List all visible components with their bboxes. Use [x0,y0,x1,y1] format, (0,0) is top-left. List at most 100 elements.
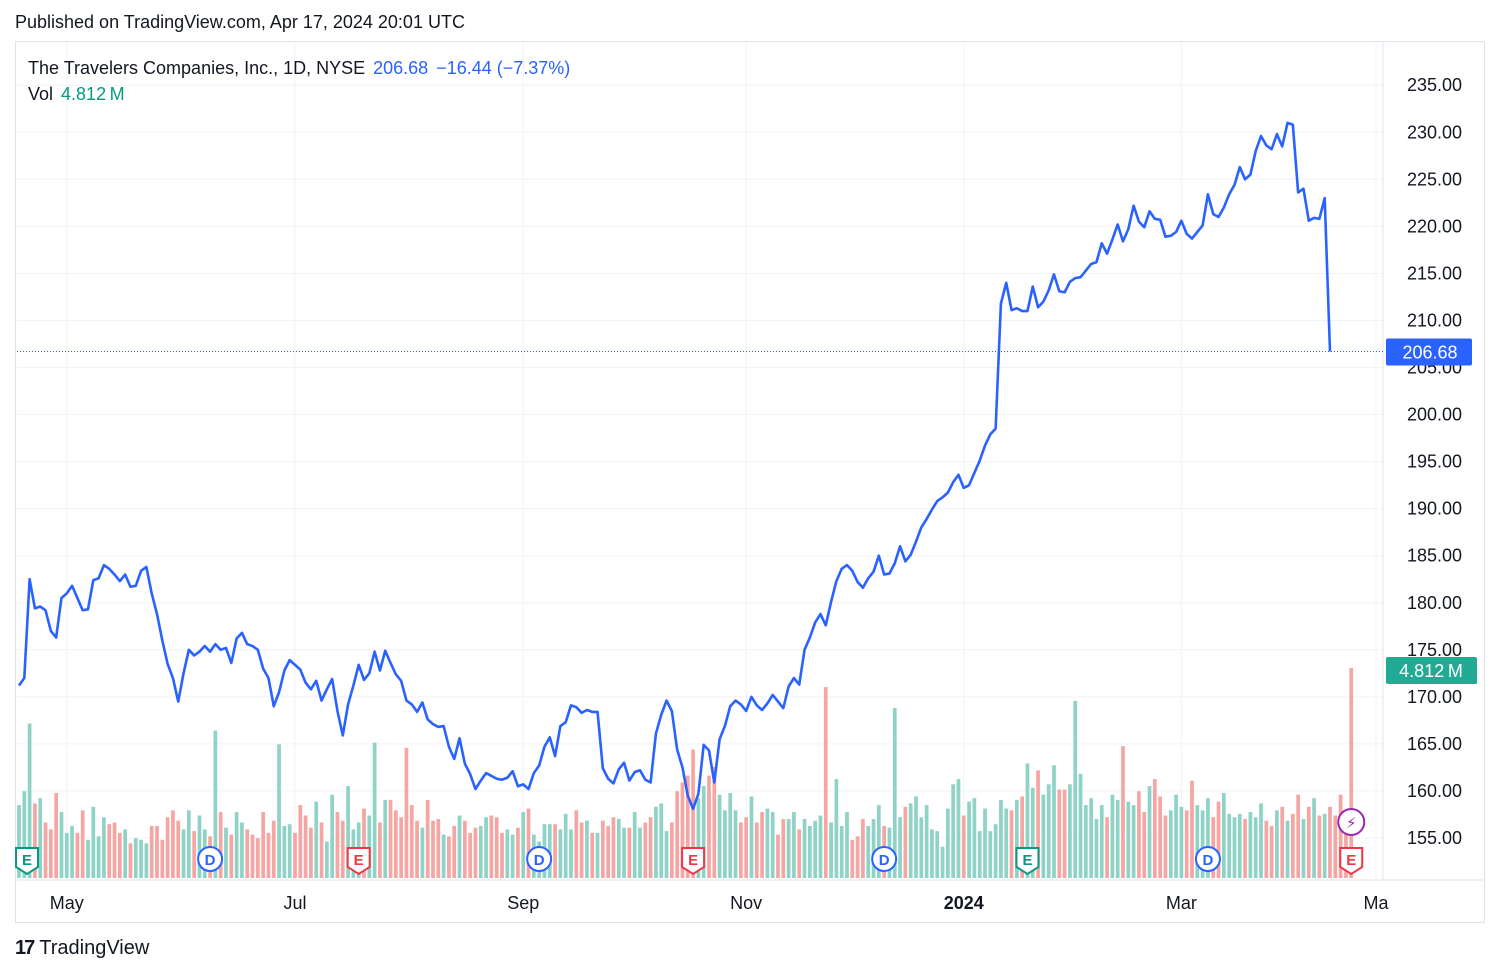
volume-bar [616,818,621,878]
volume-bar [1131,805,1136,878]
volume-bar [234,812,239,878]
volume-bar [839,825,844,878]
y-tick-label: 175.00 [1407,640,1462,660]
volume-bar [1248,812,1253,878]
dividend-marker[interactable]: D [871,846,898,872]
y-tick-label: 215.00 [1407,263,1462,283]
volume-bar [1349,668,1354,878]
volume-bar [855,836,860,878]
volume-bar [622,827,626,878]
volume-bar [712,766,717,878]
volume-bar [457,815,462,878]
axis-badges: 206.68 4.812 M [1386,338,1477,684]
volume-bar [1253,817,1258,878]
dividend-marker[interactable]: D [197,846,224,872]
event-markers: E D E D E D E D E ⚡ [15,808,1366,876]
volume-bar [1110,794,1115,878]
volume-bar [441,834,446,878]
volume-bar [823,687,828,878]
y-tick-label: 225.00 [1407,169,1462,189]
volume-bar [1014,799,1019,878]
volume-bar [1083,805,1088,878]
earnings-marker[interactable]: E [1339,847,1364,876]
volume-bar [786,818,791,878]
volume-bar [478,825,483,878]
footer-brand[interactable]: 17 TradingView [15,937,149,960]
volume-bar [1094,818,1099,878]
volume-bar [1301,818,1306,878]
volume-bar [287,824,292,878]
volume-bar [1232,817,1237,878]
volume-bar [1163,815,1168,878]
volume-bar [1057,789,1062,878]
volume-bar [181,829,186,878]
volume-bar [956,779,961,878]
volume-bar [1328,806,1332,878]
volume-bar [579,822,584,878]
volume-bar [309,827,313,878]
volume-bar [1025,763,1030,878]
volume-bar [1269,825,1274,878]
last-price-badge-label: 206.68 [1402,343,1457,363]
volume-bar [399,817,404,878]
x-tick-label: Mar [1166,893,1197,913]
volume-bar [770,812,775,878]
x-tick-label: 2024 [944,893,984,913]
volume-bar [590,832,595,878]
y-tick-label: 210.00 [1407,310,1462,330]
earnings-marker[interactable]: E [346,847,371,876]
earnings-marker[interactable]: E [681,847,706,876]
volume-bar [1105,817,1109,878]
volume-bar [186,810,191,878]
x-tick-label: Nov [730,893,762,913]
volume-bar [945,808,950,878]
earnings-icon [1339,847,1364,876]
volume-bar [282,825,287,878]
volume-bar [898,817,902,878]
volume-bar [961,815,966,878]
volume-bar [1190,780,1194,878]
volume-bar [818,815,823,878]
volume-bar [1009,810,1014,878]
earnings-label: E [22,852,32,869]
volume-bar [967,801,971,878]
volume-bar [606,825,611,878]
volume-bar [701,786,706,878]
volume-bar [324,841,329,878]
volume-bar [510,834,515,878]
volume-bar [680,782,685,878]
volume-bar [91,806,96,878]
volume-bar [924,805,929,878]
volume-label[interactable]: Vol [28,84,54,104]
volume-bar [59,812,64,878]
x-tick-label: Sep [507,893,539,913]
symbol-name[interactable]: The Travelers Companies, Inc., 1D, NYSE [28,58,366,78]
volume-bar [717,794,722,878]
volume-bar [75,832,80,878]
volume-bar [908,803,913,878]
volume-bar [468,832,473,878]
dividend-marker[interactable]: D [1194,846,1221,872]
volume-bar [388,799,393,878]
volume-bar [585,820,589,878]
volume-bar [149,825,154,878]
volume-bar [733,810,738,878]
volume-bar [64,832,69,878]
split-marker[interactable]: ⚡ [1337,808,1366,836]
volume-bar [266,832,271,878]
earnings-marker[interactable]: E [1015,847,1040,876]
volume-bar [1147,786,1152,878]
y-tick-label: 170.00 [1407,687,1462,707]
volume-bar [685,775,690,878]
dividend-icon [1194,846,1221,872]
earnings-marker[interactable]: E [15,847,39,876]
volume-bar [393,810,398,878]
volume-bar [754,822,759,878]
volume-bar [277,744,281,878]
dividend-marker[interactable]: D [526,846,553,872]
volume-bar [659,803,664,878]
volume-bar [1030,787,1035,878]
volume-bar [744,817,749,878]
volume-bar [330,794,335,878]
